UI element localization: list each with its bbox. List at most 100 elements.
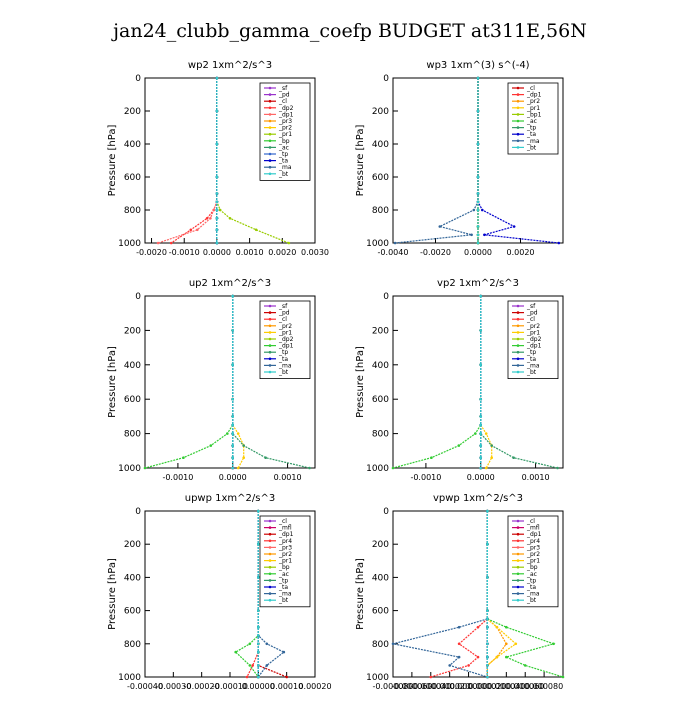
y-tick-label: 200 [124, 326, 141, 336]
series-point [470, 233, 473, 237]
legend-label: _pr3 [278, 118, 292, 125]
series-point [438, 225, 442, 228]
series-point [486, 617, 489, 621]
legend-label: _pr2 [526, 551, 540, 558]
y-tick-label: 400 [124, 140, 141, 150]
series-point [231, 432, 234, 435]
series-point [215, 241, 219, 245]
legend-label: _tp [278, 577, 288, 584]
series-point [476, 625, 480, 629]
chart-panel-1: wp2 1xm^2/s^3 Pressure [hPa] 0 200 400 600 800… [107, 60, 329, 257]
series-line-pr1 [480, 296, 493, 469]
legend-marker [516, 337, 520, 341]
series-point [476, 175, 480, 179]
y-axis-label: Pressure [hPa] [107, 346, 118, 418]
series-point [490, 456, 494, 460]
series-point [479, 466, 483, 470]
series-point [215, 175, 219, 179]
legend-marker [268, 165, 272, 169]
series-point [486, 509, 489, 513]
legend-label: _dp1 [526, 531, 542, 538]
legend-marker [516, 139, 520, 143]
legend-label: _pr2 [526, 323, 540, 330]
legend-label: _ma [526, 591, 540, 598]
legend-marker [268, 311, 272, 314]
legend-marker [268, 152, 272, 156]
legend-label: _pr1 [526, 558, 540, 565]
legend-box [507, 515, 559, 608]
legend-label: _dp1 [278, 343, 294, 350]
x-tick-label: 0.0000 [464, 248, 492, 257]
y-tick-label: 0 [383, 292, 389, 302]
x-tick-label: -0.000080 [372, 682, 413, 691]
series-point [248, 664, 252, 667]
legend-label: _pr1 [278, 131, 292, 138]
series-line-dp1 [392, 296, 482, 469]
series-point [242, 444, 245, 447]
x-tick-label: -0.0010 [162, 473, 193, 482]
legend-marker [268, 139, 272, 143]
legend-marker [516, 311, 520, 314]
series-line-ac [234, 511, 259, 678]
legend-marker [516, 364, 520, 367]
series-line-ma [392, 511, 488, 678]
legend-marker [268, 370, 272, 374]
series-point [479, 363, 483, 367]
series-point [156, 241, 160, 245]
legend-label: _tp [526, 349, 536, 356]
series-point [476, 76, 480, 80]
chart-panel-2: wp3 1xm^(3) s^(-4) Pressure [hPa] 0 200 400 6… [355, 60, 564, 257]
y-tick-label: 200 [124, 107, 141, 117]
chart-title: wp2 1xm^2/s^3 [188, 60, 272, 71]
series-point [476, 200, 480, 204]
legend-label: _ma [278, 362, 292, 369]
legend-marker [268, 344, 272, 347]
y-tick-label: 400 [124, 361, 141, 371]
series-point [254, 228, 258, 232]
series-point [215, 192, 219, 195]
legend-label: _bp [526, 564, 538, 571]
series-point [257, 675, 260, 679]
legend-marker [516, 526, 520, 529]
legend-label: _tp [526, 125, 536, 132]
y-tick-label: 400 [372, 573, 389, 583]
series-point [430, 456, 433, 460]
legend-label: _sf [278, 85, 288, 92]
legend-label: _bt [526, 597, 537, 604]
y-tick-label: 200 [372, 326, 389, 336]
plot-frame [392, 510, 564, 678]
x-tick-label: 0.000080 [525, 682, 563, 691]
legend-label: _bp [278, 138, 290, 145]
y-axis-label: Pressure [hPa] [355, 558, 366, 630]
series-point [481, 208, 484, 212]
series-point [505, 625, 508, 629]
legend-marker [268, 113, 272, 116]
legend-label: _bt [278, 597, 289, 604]
legend-marker [516, 304, 520, 308]
series-point [479, 444, 483, 447]
series-point [231, 456, 234, 460]
series-point [215, 142, 219, 146]
series-point [265, 642, 269, 646]
legend-marker [268, 546, 272, 549]
legend-marker [516, 317, 520, 321]
series-point [231, 415, 234, 418]
y-tick-label: 800 [372, 206, 389, 216]
y-tick-label: 0 [135, 292, 141, 302]
legend-label: _mfl [526, 525, 540, 532]
legend-marker [268, 146, 272, 149]
legend-marker [516, 552, 520, 556]
legend-label: _bt [278, 369, 289, 376]
series-point [448, 664, 452, 667]
legend-label: _tp [278, 151, 288, 158]
series-point [257, 609, 260, 612]
legend-label: _dp1 [278, 111, 294, 118]
x-tick-label: 0.00010 [270, 682, 303, 691]
series-point [472, 208, 476, 212]
x-tick-label: 0.00020 [298, 682, 331, 691]
series-point [189, 228, 193, 232]
legend-label: _ta [278, 356, 288, 363]
series-point [490, 444, 494, 447]
series-point [257, 650, 260, 654]
legend-label: _sf [278, 303, 288, 310]
